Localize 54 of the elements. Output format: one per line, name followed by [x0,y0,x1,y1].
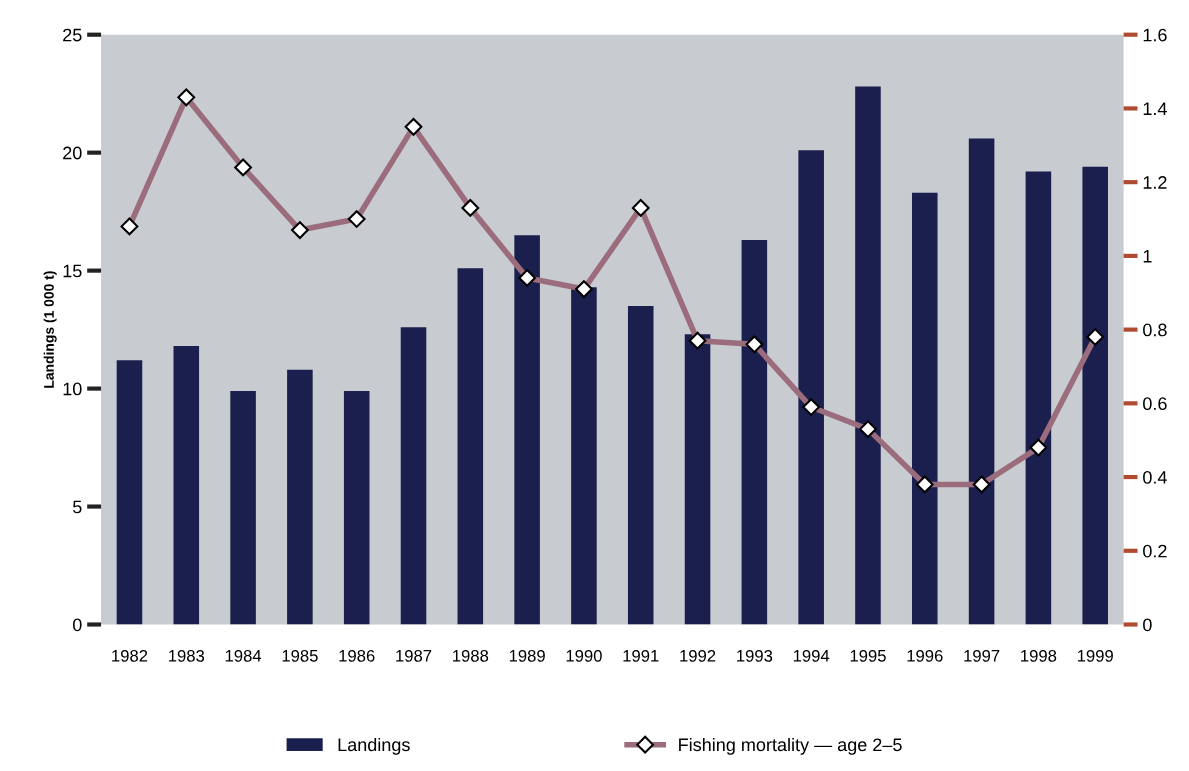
y2-tick-label: 1.4 [1143,102,1167,115]
y-tick-label: 5 [73,500,82,514]
bar [1082,166,1108,625]
bar [741,239,768,625]
x-tick-label: 1992 [680,649,716,662]
bar [627,306,654,625]
legend-label: Landings [338,737,410,755]
y2-tick-label: 0.6 [1143,397,1167,411]
x-tick-label: 1990 [566,649,602,662]
x-tick-label: 1984 [225,649,262,662]
x-tick-label: 1986 [339,649,375,662]
x-tick-label: 1987 [396,649,432,662]
x-tick-label: 1999 [1077,649,1113,662]
y2-tick-label: 0.8 [1143,323,1167,337]
bar [798,150,824,625]
bar [1025,171,1052,625]
y-tick-label: 0 [72,618,82,632]
y-axis-title: Landings (1 000 t) [43,271,57,388]
bar [343,390,370,625]
y-tick-label: 20 [63,146,82,160]
bar [968,138,995,625]
legend-label: Fishing mortality — age 2–5 [679,737,902,755]
bar [230,390,256,625]
bar [912,192,938,625]
bar [514,235,540,625]
bar [400,327,427,625]
y2-tick-label: 0.4 [1143,470,1167,484]
x-tick-label: 1985 [282,649,318,662]
x-tick-label: 1983 [169,649,205,662]
x-tick-label: 1995 [850,649,886,662]
x-tick-label: 1988 [453,649,489,662]
x-tick-label: 1998 [1021,649,1057,662]
x-tick-label: 1997 [964,649,1000,662]
y2-tick-label: 1.2 [1143,176,1167,189]
x-tick-label: 1993 [737,649,773,662]
y2-tick-label: 1 [1143,250,1152,263]
y2-tick-label: 0.2 [1143,544,1167,558]
bar [287,369,313,625]
x-tick-label: 1989 [509,649,545,662]
x-tick-label: 1994 [793,649,830,662]
x-tick-label: 1996 [907,649,943,662]
bar [173,346,200,625]
y-tick-label: 15 [63,264,82,278]
bar [571,287,597,625]
bar [457,268,484,625]
y-tick-label: 25 [63,28,82,42]
bar [855,86,881,625]
y2-tick-label: 1.6 [1143,28,1167,42]
x-tick-label: 1991 [623,649,659,662]
x-tick-label: 1982 [112,649,148,662]
bar [116,360,143,625]
y-tick-label: 10 [63,382,82,396]
y2-tick-label: 0 [1143,618,1152,632]
bar [684,334,711,625]
